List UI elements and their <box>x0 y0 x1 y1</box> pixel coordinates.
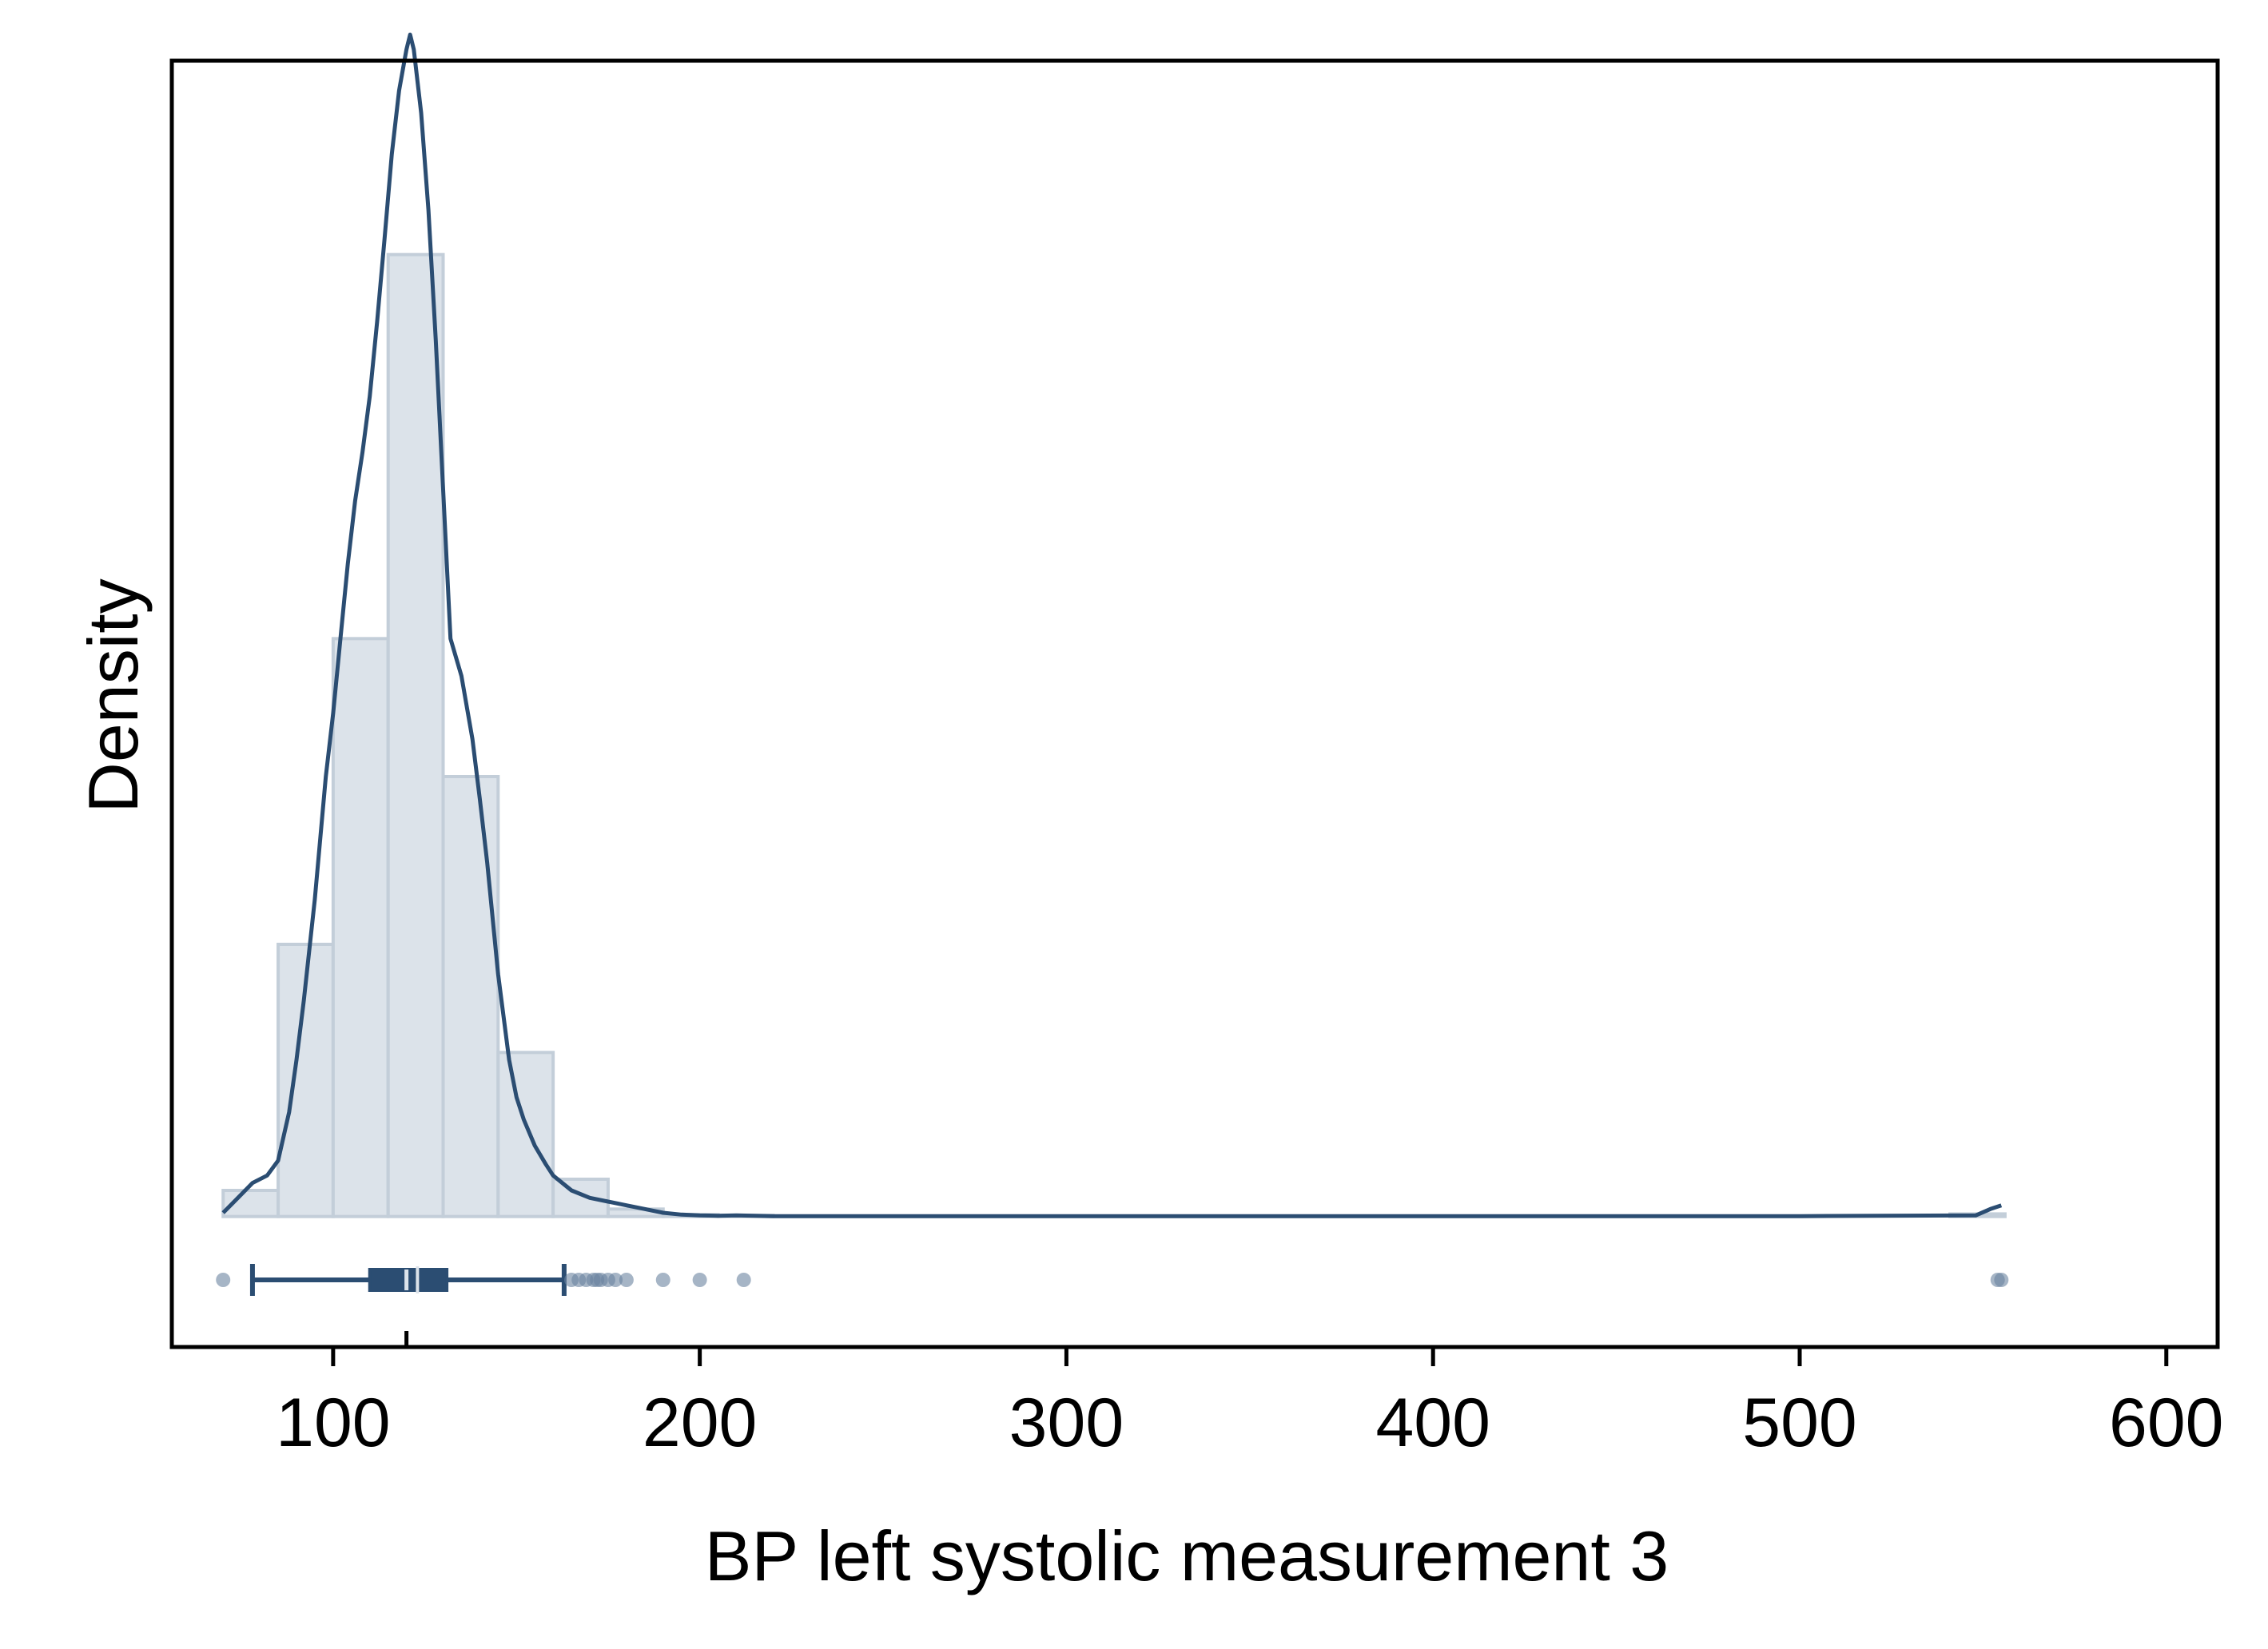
x-axis-ticks: 100 200 300 400 500 600 <box>276 1331 2224 1461</box>
outlier-point-8 <box>608 1273 623 1287</box>
outlier-point-14 <box>1994 1273 2009 1287</box>
histogram-bar-4 <box>441 775 500 1218</box>
x-tick-label-100: 100 <box>276 1385 391 1461</box>
x-tick-label-600: 600 <box>2109 1385 2224 1461</box>
outlier-point-12 <box>736 1273 751 1287</box>
x-tick-label-300: 300 <box>1009 1385 1124 1461</box>
histogram-bar-2 <box>331 637 390 1218</box>
histogram-bar-6 <box>551 1178 610 1218</box>
outlier-point-9 <box>619 1273 634 1287</box>
outlier-point-11 <box>692 1273 707 1287</box>
outlier-point-10 <box>655 1273 670 1287</box>
histogram-bars <box>221 252 2007 1218</box>
boxplot <box>216 1264 2009 1296</box>
histogram-bar-3 <box>386 252 445 1218</box>
kde-line <box>221 32 2003 1218</box>
x-tick-label-400: 400 <box>1375 1385 1490 1461</box>
x-axis-label: BP left systolic measurement 3 <box>705 1516 1669 1595</box>
histogram-bar-5 <box>496 1051 555 1218</box>
x-tick-label-200: 200 <box>643 1385 758 1461</box>
y-axis-label: Density <box>74 578 153 813</box>
plot-frame <box>169 58 2220 1349</box>
outlier-point-0 <box>216 1273 231 1287</box>
x-tick-label-500: 500 <box>1742 1385 1857 1461</box>
